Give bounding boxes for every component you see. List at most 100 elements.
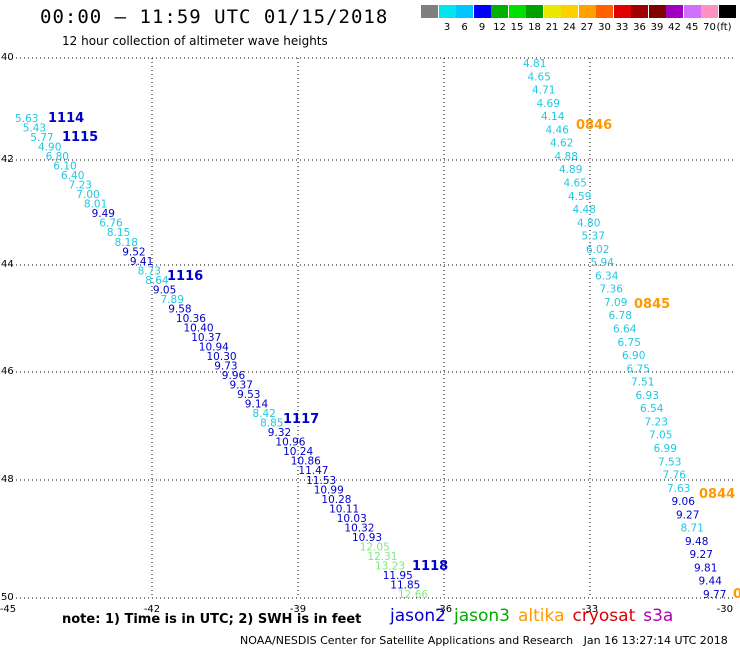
wave-height-value: 8.01 xyxy=(84,199,107,211)
wave-height-value: 4.90 xyxy=(38,142,61,154)
wave-height-value: 6.34 xyxy=(595,270,619,282)
wave-height-value: 10.28 xyxy=(321,494,351,506)
wave-height-value: 11.85 xyxy=(390,580,420,592)
wave-height-value: 9.41 xyxy=(130,256,153,268)
wave-height-value: 9.27 xyxy=(690,549,713,561)
color-swatch xyxy=(561,5,578,18)
wave-height-value: 6.80 xyxy=(46,151,69,163)
wave-height-value: 7.89 xyxy=(161,294,184,306)
wave-height-value: 7.63 xyxy=(667,483,690,495)
wave-height-value: 10.30 xyxy=(207,351,237,363)
wave-height-value: 4.46 xyxy=(546,124,570,136)
pass-label: 0846 xyxy=(576,118,612,133)
wave-height-value: 4.89 xyxy=(559,164,582,176)
legend-entry: cryosat xyxy=(572,606,636,626)
wave-height-value: 4.69 xyxy=(537,98,560,110)
wave-height-value: 8.42 xyxy=(253,408,276,420)
wave-height-value: 4.71 xyxy=(532,85,555,97)
wave-height-value: 4.14 xyxy=(541,111,565,123)
wave-height-value: 8.73 xyxy=(138,265,161,277)
wave-height-value: 10.86 xyxy=(291,456,321,468)
wave-height-value: 9.32 xyxy=(268,427,291,439)
wave-height-value: 5.37 xyxy=(582,231,605,243)
lon-tick-label: -30 xyxy=(717,604,733,615)
wave-height-value: 7.76 xyxy=(663,470,687,482)
color-swatch xyxy=(596,5,613,18)
wave-height-value: 10.11 xyxy=(329,503,359,515)
axis-ticks: -45 -42 -39 -36 -33 -30 40 42 44 46 48 50 xyxy=(0,52,733,615)
color-swatch xyxy=(508,5,526,18)
wave-height-value: 6.75 xyxy=(618,337,641,349)
wave-height-value: 5.77 xyxy=(30,132,53,144)
lat-tick-label: 40 xyxy=(1,52,14,63)
wave-height-value: 7.53 xyxy=(658,456,681,468)
wave-height-value: 9.52 xyxy=(122,246,145,258)
lat-tick-label: 48 xyxy=(1,474,14,485)
wave-height-value: 9.27 xyxy=(676,509,699,521)
pass-label: 1115 xyxy=(62,130,98,145)
color-scale-label: 42 xyxy=(668,22,681,33)
lon-tick-label: -39 xyxy=(290,604,306,615)
color-scale-unit: (ft) xyxy=(716,22,732,33)
color-swatch xyxy=(526,5,543,18)
wave-height-value: 9.05 xyxy=(153,284,176,296)
wave-height-value: 4.65 xyxy=(564,178,587,190)
wave-height-value: 9.06 xyxy=(672,496,696,508)
wave-height-value: 6.02 xyxy=(586,244,609,256)
color-scale-label: 15 xyxy=(510,22,524,33)
wave-height-value: 6.10 xyxy=(53,161,76,173)
wave-height-value: 8.64 xyxy=(145,275,169,287)
wave-height-value: 6.76 xyxy=(99,218,123,230)
color-swatch xyxy=(648,5,666,18)
wave-height-value: 10.03 xyxy=(337,513,367,525)
color-swatch xyxy=(578,5,596,18)
color-swatch xyxy=(473,5,491,18)
wave-height-value: 4.62 xyxy=(550,138,573,150)
page-title: 00:00 – 11:59 UTC 01/15/2018 xyxy=(40,6,389,28)
color-scale-label: 18 xyxy=(528,22,541,33)
legend-entry: jason3 xyxy=(454,606,510,626)
wave-height-value: 8.18 xyxy=(115,237,138,249)
color-swatch xyxy=(718,5,736,18)
color-swatch xyxy=(683,5,701,18)
color-scale-label: 24 xyxy=(563,22,576,33)
wave-height-value: 4.59 xyxy=(568,191,591,203)
wave-height-value: 8.71 xyxy=(681,523,704,535)
wave-height-value: 5.63 xyxy=(15,113,38,125)
color-scale-label: 33 xyxy=(615,22,629,33)
pass-labels: 1114 1115 1116 1117 1118 0846 0845 0844 0 xyxy=(48,111,740,602)
color-scale-label: 6 xyxy=(461,22,468,33)
pass-label: 1114 xyxy=(48,111,84,126)
lat-tick-label: 46 xyxy=(1,366,14,377)
color-scale-label: 30 xyxy=(598,22,611,33)
wave-height-value: 7.23 xyxy=(645,416,668,428)
wave-height-value: 6.93 xyxy=(636,390,659,402)
wave-height-value: 7.05 xyxy=(649,430,672,442)
wave-height-value: 9.58 xyxy=(168,303,191,315)
wave-height-value: 6.90 xyxy=(622,350,645,362)
wave-height-value: 9.14 xyxy=(245,399,269,411)
legend-entry: jason2 xyxy=(390,606,446,626)
wave-height-value: 10.93 xyxy=(352,532,382,544)
lat-tick-label: 50 xyxy=(1,592,14,603)
color-scale-label: 45 xyxy=(685,22,699,33)
color-swatch xyxy=(438,5,456,18)
wave-height-values: 5.635.435.774.906.806.106.407.237.008.01… xyxy=(15,58,726,601)
color-swatch xyxy=(421,5,438,18)
color-scale-label: 27 xyxy=(580,22,594,33)
wave-height-value: 10.94 xyxy=(199,342,229,354)
wave-height-value: 12.05 xyxy=(360,541,390,553)
wave-height-value: 9.81 xyxy=(694,563,717,575)
color-swatch xyxy=(613,5,631,18)
color-swatch xyxy=(456,5,473,18)
wave-height-value: 10.24 xyxy=(283,446,313,458)
pass-label: 0845 xyxy=(634,297,670,312)
wave-height-value: 9.96 xyxy=(222,370,246,382)
lat-tick-label: 42 xyxy=(1,154,14,165)
pass-label: 1116 xyxy=(167,269,203,284)
wave-height-value: 12.31 xyxy=(367,551,397,563)
color-swatch xyxy=(666,5,683,18)
color-swatch xyxy=(543,5,561,18)
wave-height-value: 11.47 xyxy=(298,465,328,477)
wave-height-value: 9.73 xyxy=(214,361,237,373)
